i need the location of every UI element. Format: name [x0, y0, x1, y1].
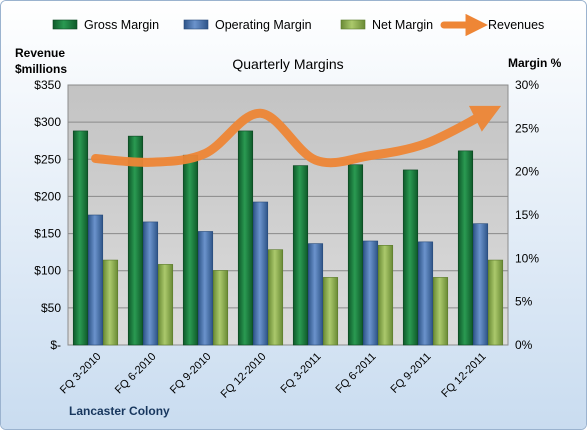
left-axis-label-line2: $millions — [15, 62, 67, 76]
bar-gross-margin — [457, 150, 474, 346]
bar-gross-margin — [72, 130, 89, 346]
revenue-line — [91, 105, 502, 168]
right-tick-label: 0% — [515, 338, 533, 352]
bar-gross-margin — [402, 169, 419, 346]
revenues-series-line — [91, 105, 502, 168]
left-tick-label: $200 — [34, 189, 61, 203]
bar-operating-margin — [417, 241, 434, 346]
bar-net-margin — [487, 259, 504, 346]
left-tick-label: $150 — [34, 227, 61, 241]
bar-net-margin — [377, 245, 394, 346]
right-axis-label: Margin % — [508, 56, 562, 70]
right-tick-label: 30% — [515, 78, 539, 92]
left-axis-label-line1: Revenue — [15, 46, 65, 60]
left-axis-ticks: $- $50 $100 $150 $200 $250 $300 $350 — [34, 78, 61, 352]
bar-operating-margin — [197, 231, 214, 346]
left-tick-label: $- — [50, 338, 61, 352]
bar-gross-margin — [347, 164, 364, 346]
bar-operating-margin — [307, 243, 324, 346]
left-tick-label: $300 — [34, 115, 61, 129]
bar-operating-margin — [142, 221, 159, 346]
bar-net-margin — [212, 270, 229, 346]
right-tick-label: 5% — [515, 295, 533, 309]
bar-gross-margin — [182, 154, 199, 346]
legend-swatch-gross-margin — [52, 19, 78, 30]
company-label: Lancaster Colony — [69, 404, 170, 418]
left-tick-label: $100 — [34, 264, 61, 278]
left-tick-label: $50 — [41, 301, 61, 315]
bar-net-margin — [157, 264, 174, 346]
legend-label-revenues: Revenues — [488, 18, 544, 32]
bars — [72, 130, 504, 346]
chart-title: Quarterly Margins — [232, 56, 343, 72]
right-tick-label: 15% — [515, 208, 539, 222]
legend-label-net-margin: Net Margin — [372, 18, 433, 32]
legend-label-gross-margin: Gross Margin — [84, 18, 159, 32]
bar-operating-margin — [472, 223, 489, 346]
right-tick-label: 10% — [515, 251, 539, 265]
legend-swatch-operating-margin — [183, 19, 209, 30]
left-tick-label: $250 — [34, 152, 61, 166]
bar-gross-margin — [237, 130, 254, 346]
bar-net-margin — [322, 277, 339, 346]
left-tick-label: $350 — [34, 78, 61, 92]
right-tick-label: 20% — [515, 165, 539, 179]
bar-operating-margin — [252, 201, 269, 346]
bar-gross-margin — [292, 165, 309, 346]
bar-operating-margin — [362, 240, 379, 346]
right-tick-label: 25% — [515, 121, 539, 135]
legend: Gross Margin Operating Margin Net Margin Re… — [52, 13, 544, 37]
legend-label-operating-margin: Operating Margin — [215, 18, 312, 32]
bar-operating-margin — [87, 214, 104, 346]
right-axis-ticks: 0% 5% 10% 15% 20% 25% 30% — [515, 78, 539, 352]
bar-gross-margin — [127, 135, 144, 346]
legend-swatch-net-margin — [340, 19, 366, 30]
bar-net-margin — [432, 277, 449, 346]
bar-net-margin — [102, 259, 119, 346]
bar-net-margin — [267, 249, 284, 346]
